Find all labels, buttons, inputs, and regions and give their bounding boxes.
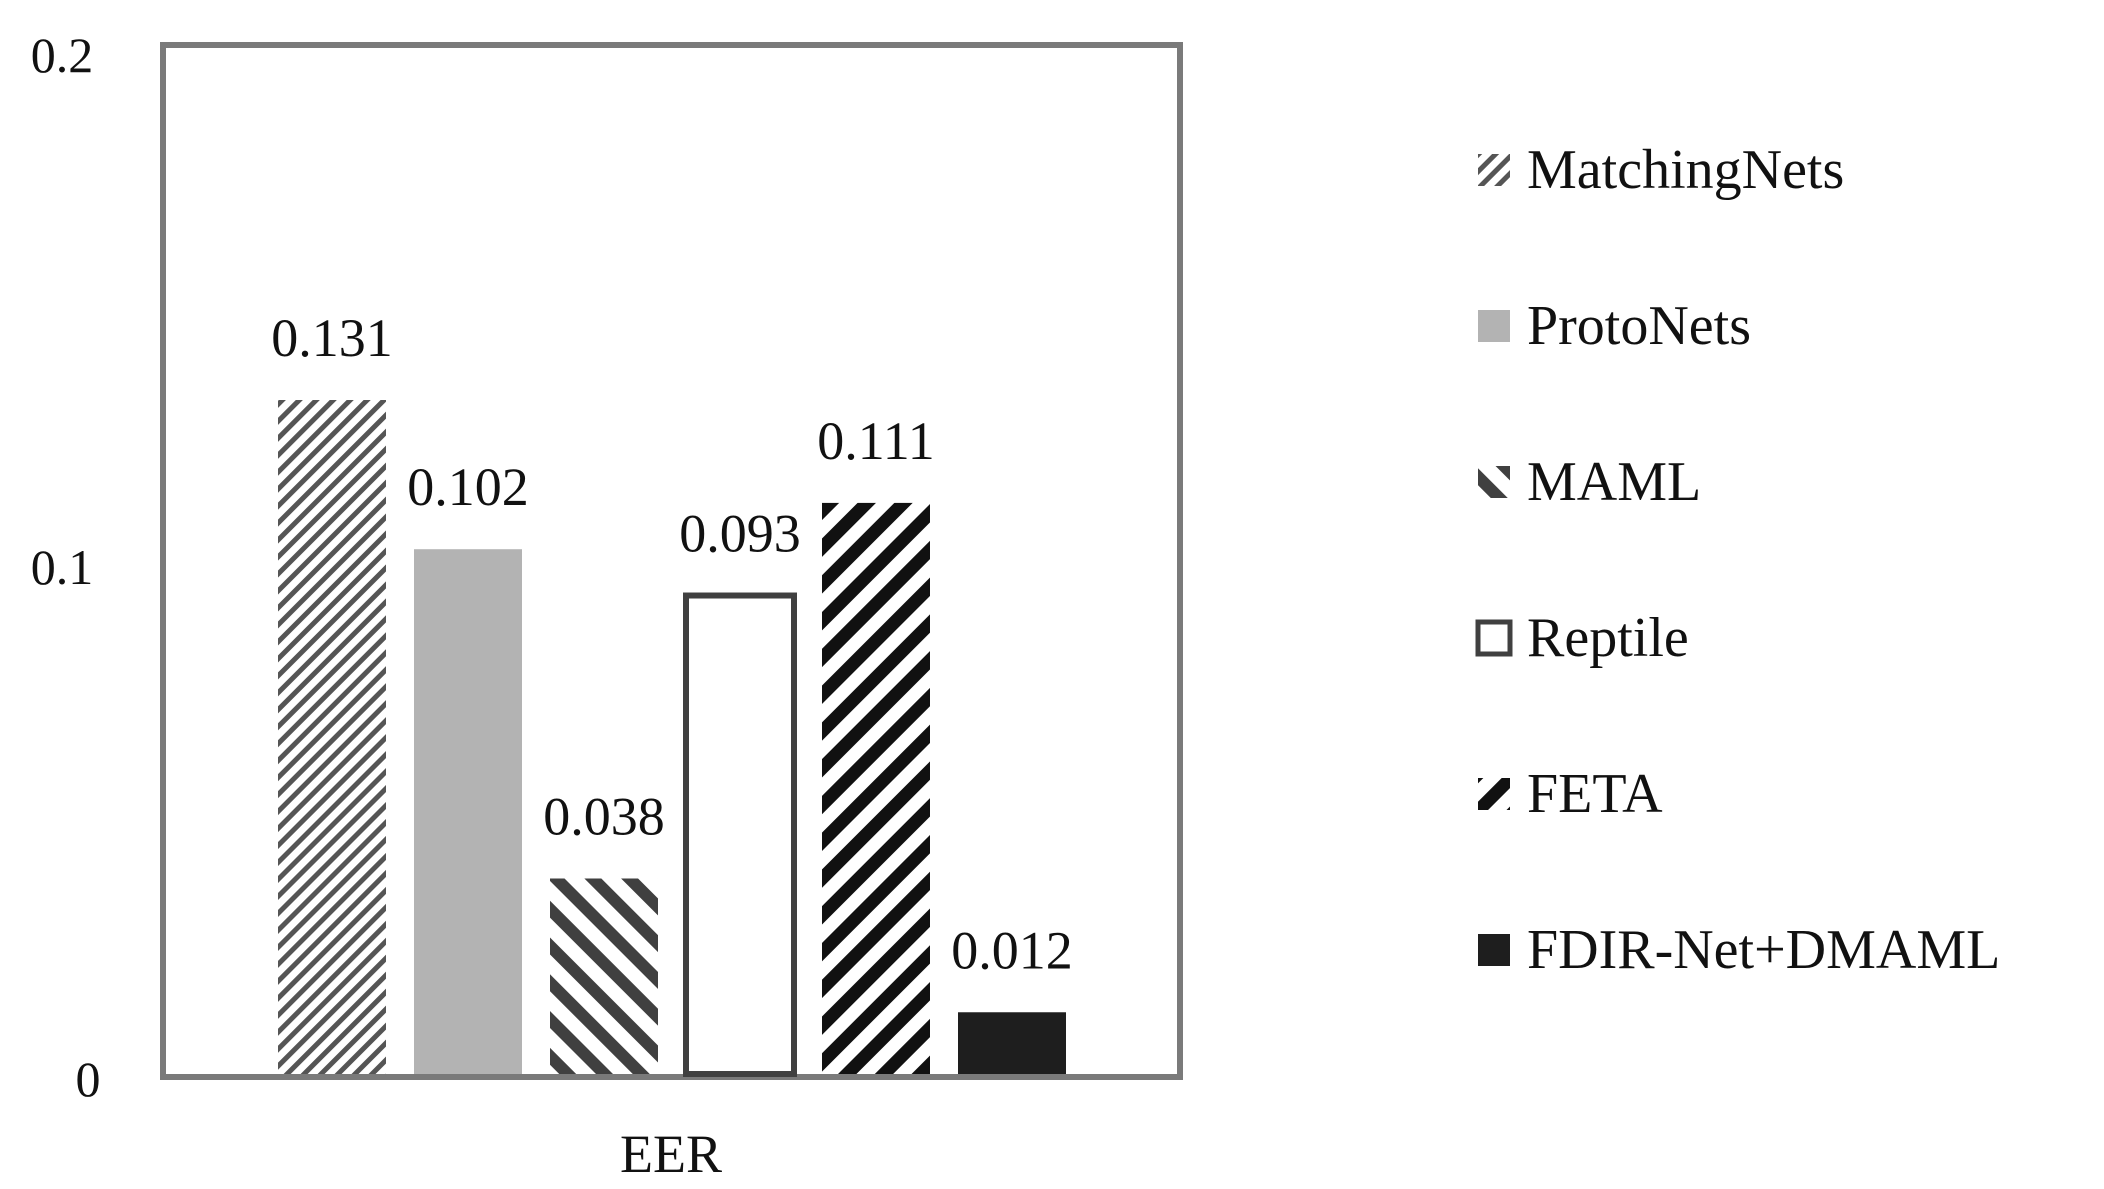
legend-label: MatchingNets	[1527, 139, 1844, 201]
bar-maml	[550, 878, 658, 1074]
legend-label: Reptile	[1527, 607, 1689, 669]
legend-swatch-matchingnets	[1478, 154, 1510, 186]
data-label: 0.093	[679, 504, 801, 564]
y-tick-label: 0	[76, 1051, 101, 1107]
bar-protonets	[414, 549, 522, 1074]
y-tick-label: 0.1	[31, 539, 94, 595]
x-axis-category-label: EER	[620, 1124, 722, 1184]
bar-feta	[822, 502, 930, 1074]
legend-label: FDIR-Net+DMAML	[1527, 919, 2000, 981]
legend-swatch-fdir-net-dmaml	[1478, 934, 1510, 966]
plot-frame	[160, 42, 1183, 1080]
legend-swatch-maml	[1478, 466, 1510, 498]
legend: MatchingNets ProtoNets MAML Reptile FETA FDIR…	[1475, 139, 2000, 981]
y-axis: 0.2 0.1 0	[31, 27, 101, 1107]
legend-swatch-reptile	[1475, 619, 1513, 657]
bar-fdir-net-dmaml	[958, 1012, 1066, 1074]
legend-label: MAML	[1527, 451, 1701, 513]
data-label: 0.012	[951, 920, 1073, 980]
bar-matchingnets	[278, 400, 386, 1074]
data-label: 0.111	[817, 411, 935, 471]
y-tick-label: 0.2	[31, 27, 94, 83]
legend-swatch-feta	[1478, 778, 1510, 810]
legend-label: ProtoNets	[1527, 295, 1751, 357]
data-label: 0.131	[271, 308, 393, 368]
data-label: 0.038	[543, 786, 665, 846]
plot-area	[160, 42, 1183, 1080]
data-label: 0.102	[407, 457, 529, 517]
data-labels-group: 0.131 0.102 0.038 0.093 0.111 0.012	[271, 308, 1073, 980]
legend-swatch-protonets	[1478, 310, 1510, 342]
bar-reptile	[683, 592, 797, 1077]
bars-group	[278, 400, 1066, 1077]
legend-label: FETA	[1527, 763, 1663, 825]
